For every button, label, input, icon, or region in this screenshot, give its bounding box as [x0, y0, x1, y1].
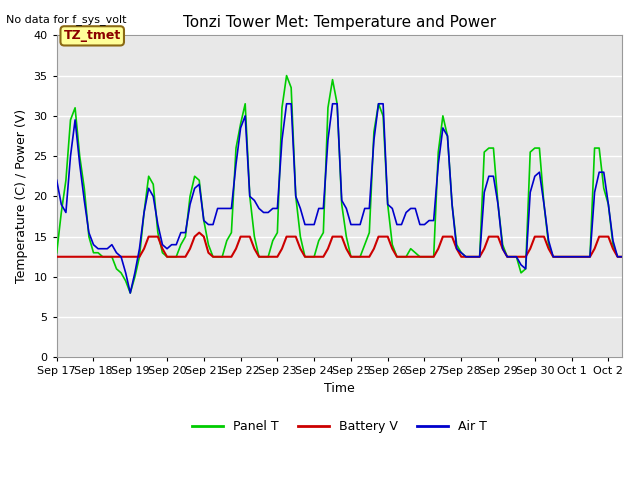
Y-axis label: Temperature (C) / Power (V): Temperature (C) / Power (V)	[15, 109, 28, 283]
Text: No data for f_sys_volt: No data for f_sys_volt	[6, 14, 127, 25]
Title: Tonzi Tower Met: Temperature and Power: Tonzi Tower Met: Temperature and Power	[183, 15, 496, 30]
Text: TZ_tmet: TZ_tmet	[63, 29, 121, 42]
X-axis label: Time: Time	[324, 382, 355, 395]
Legend: Panel T, Battery V, Air T: Panel T, Battery V, Air T	[187, 415, 492, 438]
